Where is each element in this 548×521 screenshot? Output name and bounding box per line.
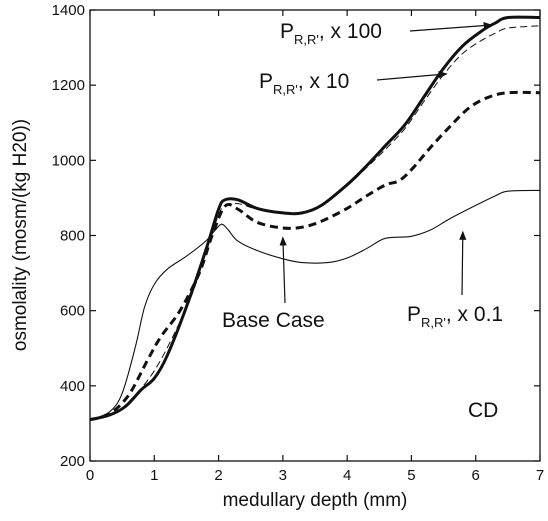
series-layer xyxy=(89,15,541,422)
series-x10-line xyxy=(89,25,541,421)
annotation-x100-p: P xyxy=(280,20,294,43)
annotation-x100-suffix: , x 100 xyxy=(319,20,382,43)
annotation-x10: PR,R', x 10 xyxy=(259,70,448,97)
annotation-base-case-label: Base Case xyxy=(222,309,325,332)
annotation-x01: PR,R', x 0.1 xyxy=(407,230,503,330)
annotation-x100: PR,R', x 100 xyxy=(280,20,493,47)
y-tick-label: 600 xyxy=(60,303,85,320)
y-tick-label: 1400 xyxy=(52,2,85,19)
annotation-x01-suffix: , x 0.1 xyxy=(446,303,503,326)
svg-text:PR,R', x 0.1: PR,R', x 0.1 xyxy=(407,303,503,330)
y-axis-label: osmolality (mosm/(kg H20)) xyxy=(10,119,31,351)
annotation-cd: CD xyxy=(468,399,498,422)
svg-text:PR,R', x 10: PR,R', x 10 xyxy=(259,70,349,97)
y-tick-label: 1000 xyxy=(52,152,85,169)
x-tick-label: 3 xyxy=(279,467,287,484)
x-tick-label: 6 xyxy=(472,467,480,484)
series-x01-line xyxy=(89,189,541,421)
x-tick-label: 4 xyxy=(343,467,351,484)
annotation-x10-p: P xyxy=(259,70,273,93)
annotation-x01-sub: R,R' xyxy=(421,315,446,330)
x-tick-label: 5 xyxy=(407,467,415,484)
y-tick-label: 800 xyxy=(60,228,85,245)
annotation-x01-p: P xyxy=(407,303,421,326)
x-tick-label: 1 xyxy=(150,467,158,484)
plot-frame xyxy=(89,9,541,462)
x-axis-ticks: 0 1 2 3 4 5 6 7 xyxy=(86,10,544,484)
annotation-x10-arrow xyxy=(376,71,448,81)
y-tick-label: 400 xyxy=(60,378,85,395)
annotation-base-case: Base Case xyxy=(222,236,325,332)
series-base-case-line xyxy=(89,90,541,422)
annotation-x100-arrow xyxy=(409,22,493,32)
annotation-x01-arrow xyxy=(459,230,467,296)
svg-text:PR,R', x 100: PR,R', x 100 xyxy=(280,20,382,47)
y-tick-label: 1200 xyxy=(52,77,85,94)
x-tick-label: 0 xyxy=(86,467,94,484)
annotation-x10-sub: R,R' xyxy=(273,82,298,97)
annotation-x100-sub: R,R' xyxy=(294,32,319,47)
annotation-base-case-arrow xyxy=(279,236,287,304)
x-tick-label: 7 xyxy=(536,467,544,484)
x-axis-label: medullary depth (mm) xyxy=(223,490,408,511)
series-x100-line xyxy=(89,15,541,422)
annotation-x10-suffix: , x 10 xyxy=(298,70,349,93)
x-tick-label: 2 xyxy=(214,467,222,484)
y-tick-label: 200 xyxy=(60,453,85,470)
